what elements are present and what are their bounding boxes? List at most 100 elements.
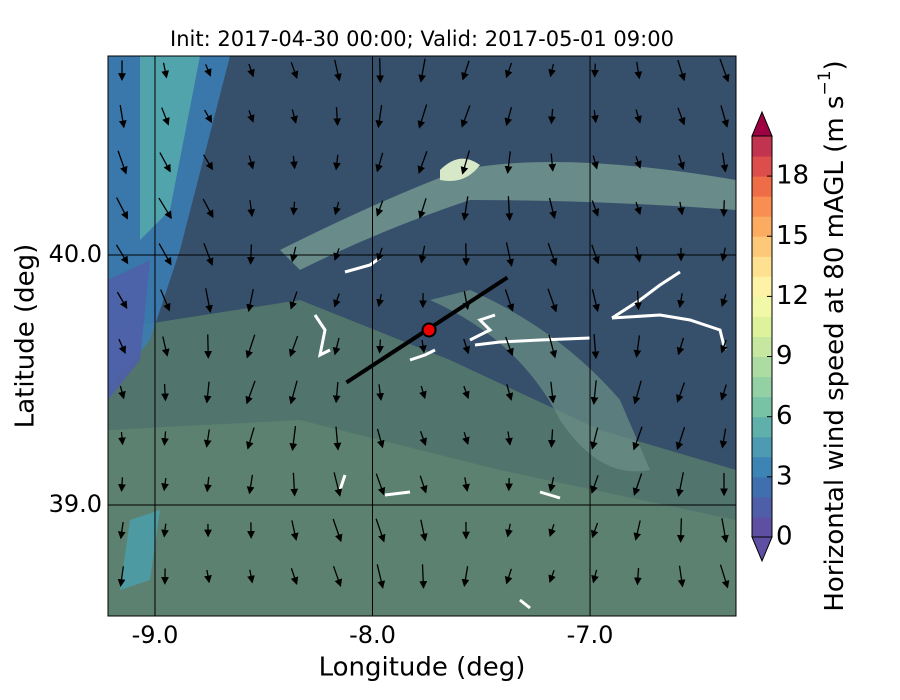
wind-vector [720,152,729,173]
wind-vector [675,426,686,451]
wind-vector [676,382,686,403]
colorbar-segment [752,216,772,237]
wind-vector [419,385,427,400]
wind-vector [158,243,172,266]
wind-vector [161,431,169,446]
colorbar-segment [752,136,772,157]
wind-vector [203,243,214,266]
wind-vector [504,568,513,585]
wind-vector [160,289,171,312]
colorbar-segment [752,296,772,317]
colorbar-extension [751,536,773,563]
wind-vector [333,293,341,308]
wind-vector [333,154,341,171]
wind-vector [677,59,686,82]
wind-vector [634,246,642,263]
colorbar-label-end: ) [820,60,850,70]
x-tick-label: -9.0 [132,621,179,649]
wind-vector [461,566,470,588]
wind-vector [117,150,128,175]
wind-vector [290,61,299,80]
wind-vector [417,151,428,174]
wind-vector [203,429,212,448]
wind-vector [634,156,642,169]
wind-vector [676,518,685,543]
wind-vector [677,201,685,216]
colorbar-frame [751,135,773,538]
wind-vector [375,152,384,173]
wind-vector [548,108,556,125]
wind-vector [548,334,558,359]
wind-vector [505,196,514,222]
wind-vector [720,247,728,262]
wind-vector [246,244,255,265]
wind-vector [375,104,384,129]
wind-vector [504,107,513,127]
wind-vector [634,61,643,80]
wind-vector [202,198,214,219]
wind-vector [505,336,514,357]
colorbar-tick-label: 6 [776,401,793,431]
wind-vector [548,153,557,172]
y-tick-label: 39.0 [49,490,102,518]
colorbar-segment [752,376,772,398]
colorbar-tick-label: 0 [776,522,793,552]
wind-vector [591,289,600,313]
wind-vector [332,337,341,356]
plot-frame [107,55,737,617]
wind-vector [247,155,255,170]
colorbar-segment [752,436,772,458]
colorbar-segment [752,316,772,337]
wind-vector [204,476,212,493]
wind-vector [375,200,384,217]
wind-vector [462,477,470,492]
wind-vector [161,477,169,492]
wind-vector [504,62,513,79]
site-marker [421,322,437,338]
wind-vector [591,63,599,78]
colorbar-segment [752,276,772,297]
wind-vector [591,334,600,360]
colorbar-segment [752,396,772,418]
wind-vector [460,150,471,175]
wind-vector [289,426,298,452]
colorbar-segment [752,416,772,438]
wind-vector [159,152,171,173]
wind-vector [634,290,643,311]
wind-vector [504,151,513,174]
colorbar-label-exponent: −1 [815,70,835,95]
wind-vector [333,107,342,127]
wind-vector [591,200,600,217]
wind-vector [158,197,172,220]
wind-vector [161,336,170,357]
wind-vector [547,288,558,313]
wind-vector [376,384,385,401]
wind-vector [720,294,728,307]
wind-vector [161,107,170,126]
wind-vector [461,196,470,221]
wind-vector [548,197,557,220]
wind-vector [547,429,556,448]
wind-vector [376,58,385,84]
colorbar-segment [752,196,772,217]
wind-vector [505,242,514,267]
wind-vector [115,244,129,265]
wind-vector [290,201,298,216]
wind-vector [290,109,298,124]
y-axis-label: Latitude (deg) [11,244,41,429]
colorbar-label: Horizontal wind speed at 80 mAGL (m s−1) [815,60,850,611]
wind-vector [419,431,427,446]
wind-vector [677,107,686,126]
wind-vector [247,63,255,78]
colorbar-segment [752,256,772,277]
wind-vector [590,380,599,406]
colorbar-tick-label: 9 [776,341,793,371]
wind-vector [505,431,513,446]
colorbar-tick-label: 18 [776,161,809,191]
wind-vector [632,426,643,451]
wind-vector [290,520,299,541]
colorbar-segment [752,356,772,378]
map-background [108,56,736,616]
wind-vector [418,245,427,264]
